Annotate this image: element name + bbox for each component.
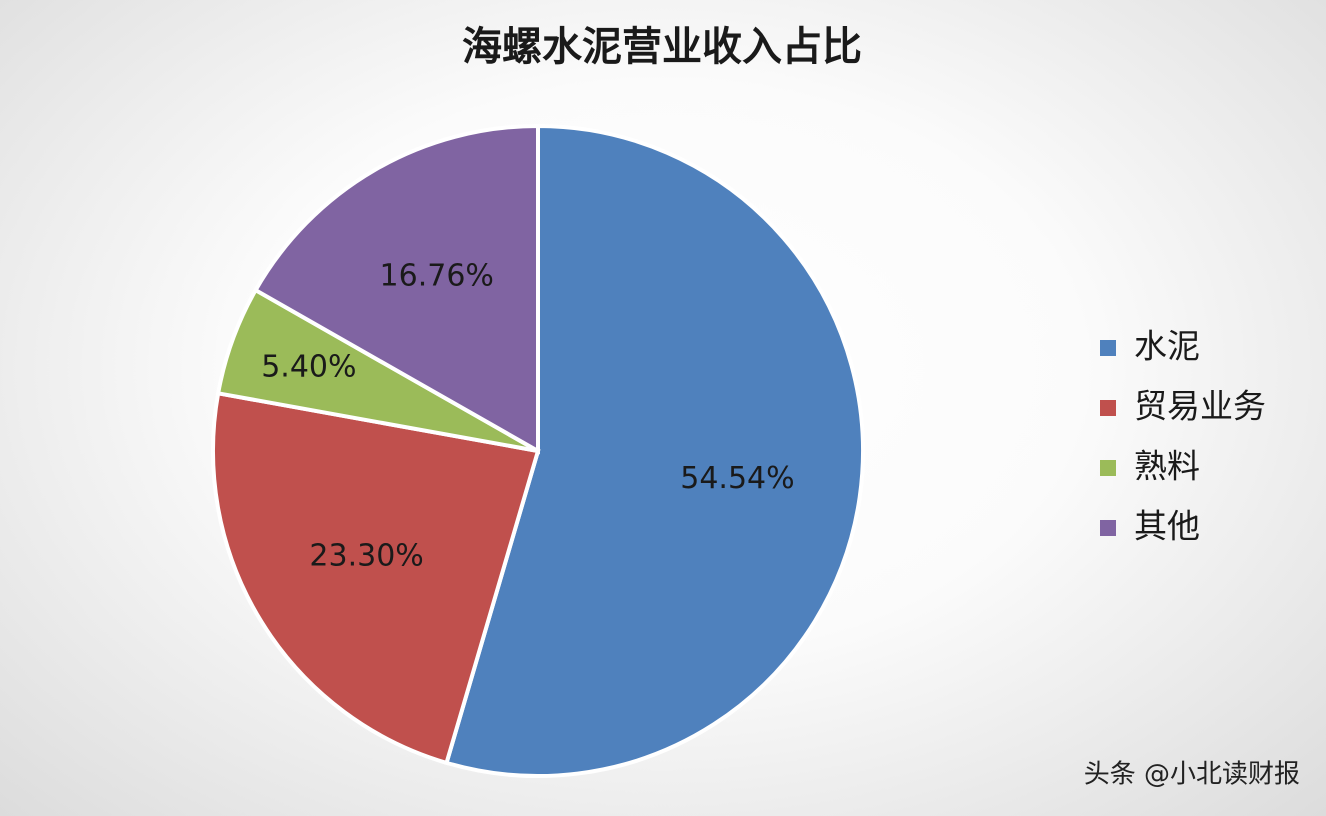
watermark: 头条 @小北读财报	[1084, 760, 1300, 790]
pie-slice	[211, 390, 541, 766]
legend-swatch	[1100, 340, 1116, 356]
legend-swatch	[1100, 520, 1116, 536]
data-label: 16.76%	[380, 258, 494, 293]
data-label: 5.40%	[261, 349, 356, 384]
data-label: 54.54%	[680, 461, 794, 496]
legend-swatch	[1100, 400, 1116, 416]
legend-label: 贸易业务	[1134, 387, 1266, 426]
legend-label: 其他	[1134, 507, 1200, 546]
legend-label: 熟料	[1134, 447, 1200, 486]
legend-label: 水泥	[1134, 327, 1200, 366]
pie-slice	[252, 123, 540, 455]
legend-swatch	[1100, 460, 1116, 476]
pie-slice	[444, 123, 865, 778]
data-label: 23.30%	[309, 538, 423, 573]
chart-title: 海螺水泥营业收入占比	[462, 23, 862, 70]
